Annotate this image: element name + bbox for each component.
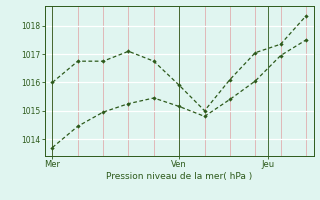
X-axis label: Pression niveau de la mer( hPa ): Pression niveau de la mer( hPa ) — [106, 172, 252, 181]
